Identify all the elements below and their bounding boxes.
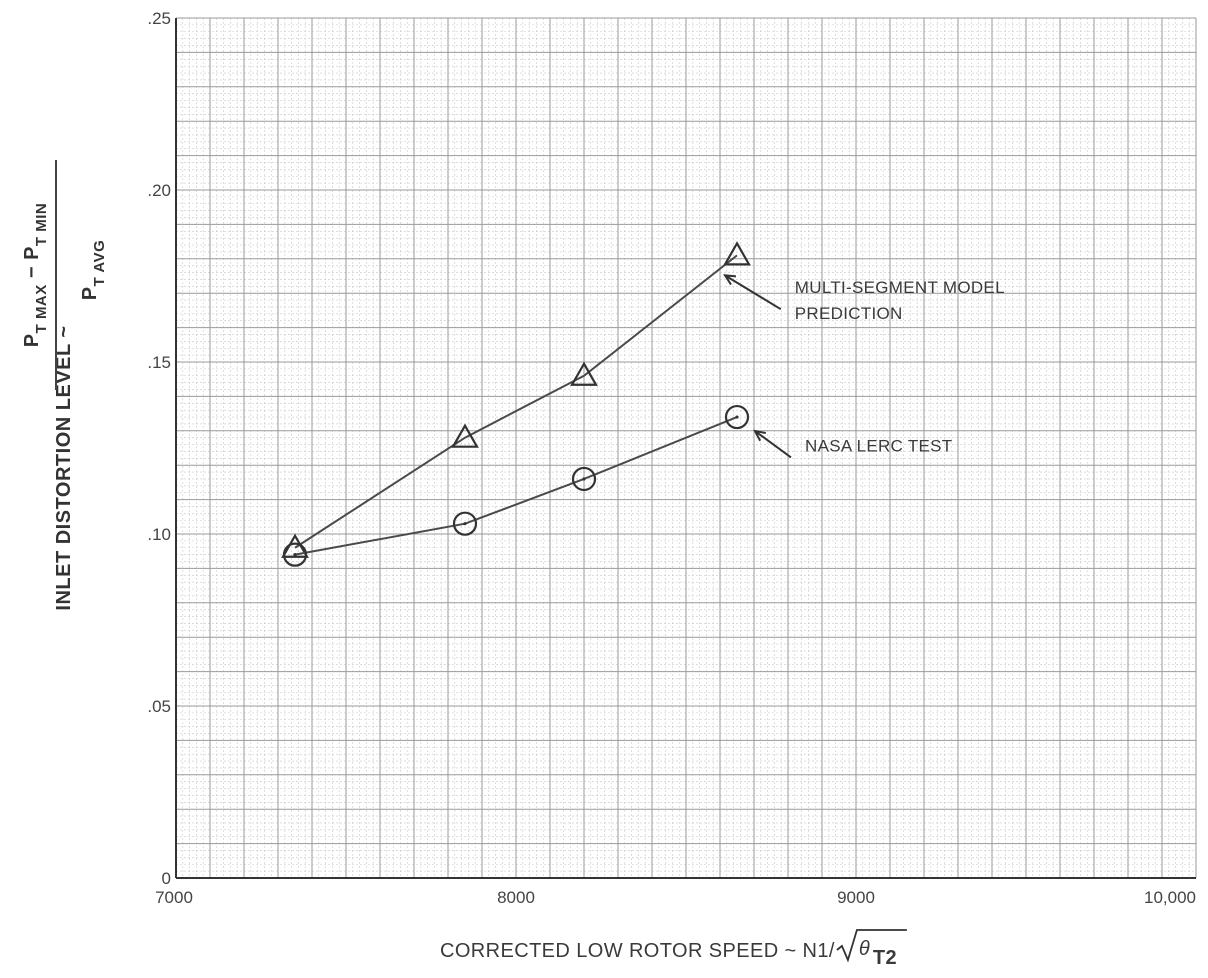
tick-labels: 7000 8000 9000 10,000 0 .05 .10 .15 .20 .25 <box>147 9 1196 907</box>
series-label: NASA LERC TEST <box>805 436 953 455</box>
sqrt-symbol <box>836 929 907 963</box>
numerator-minus: − P <box>21 246 43 284</box>
data-point-circle <box>282 542 308 567</box>
numerator-sub2: T MIN <box>33 203 50 246</box>
denominator-p: P <box>79 286 101 300</box>
series-label-line2: PREDICTION <box>795 304 903 323</box>
y-tick-label: .20 <box>147 181 171 200</box>
x-axis-label-subscript: T2 <box>873 947 897 969</box>
data-point-triangle <box>723 241 751 266</box>
data-point-circle <box>452 511 478 536</box>
numerator-sub1: T MAX <box>33 284 50 333</box>
data-point-circle <box>571 466 597 492</box>
series-layer <box>281 241 751 567</box>
leader-arrow-head <box>753 429 766 442</box>
series-line <box>294 254 738 549</box>
denominator-sub: T AVG <box>91 240 108 287</box>
y-tick-label: .10 <box>147 525 171 544</box>
x-axis-label-theta: θ <box>859 938 870 960</box>
data-point-center <box>463 522 467 526</box>
sqrt-radical <box>836 929 907 963</box>
leader-arrow-line <box>724 274 782 311</box>
major-grid <box>175 17 1197 879</box>
data-point-center <box>293 553 297 557</box>
y-tick-label: .05 <box>147 697 171 716</box>
x-tick-label: 9000 <box>837 888 875 907</box>
numerator-p1: P <box>21 333 43 347</box>
data-point-center <box>582 477 586 481</box>
data-point-circle <box>724 404 750 430</box>
svg-text:PT AVG: PT AVG <box>79 240 108 301</box>
series-label: MULTI-SEGMENT MODEL <box>795 278 1005 297</box>
x-tick-label: 10,000 <box>1144 888 1196 907</box>
y-axis-label: INLET DISTORTION LEVEL ~ <box>53 325 75 610</box>
y-axis-label-main: INLET DISTORTION LEVEL ~ <box>53 325 75 610</box>
y-tick-label: .25 <box>147 9 171 28</box>
axes <box>175 18 1196 879</box>
y-tick-label: 0 <box>162 869 171 888</box>
series-line <box>294 416 738 556</box>
leader-arrow-head <box>723 274 737 286</box>
y-tick-label: .15 <box>147 353 171 372</box>
leader-arrow-line <box>754 430 792 459</box>
x-tick-label: 7000 <box>155 888 193 907</box>
x-axis-label-text: CORRECTED LOW ROTOR SPEED ~ N1/ <box>440 940 835 962</box>
x-tick-label: 8000 <box>497 888 535 907</box>
annotations: MULTI-SEGMENT MODEL PREDICTION NASA LERC T… <box>723 274 1005 459</box>
data-point-center <box>735 415 739 419</box>
svg-text:PT MAX − PT MIN: PT MAX − PT MIN <box>21 203 50 347</box>
y-axis-fraction-denominator: PT AVG <box>79 240 108 301</box>
y-axis-fraction-numerator: PT MAX − PT MIN <box>21 203 50 347</box>
x-axis-label: CORRECTED LOW ROTOR SPEED ~ N1/ <box>440 940 835 962</box>
data-point-triangle <box>570 361 598 386</box>
data-point-triangle <box>451 423 479 448</box>
